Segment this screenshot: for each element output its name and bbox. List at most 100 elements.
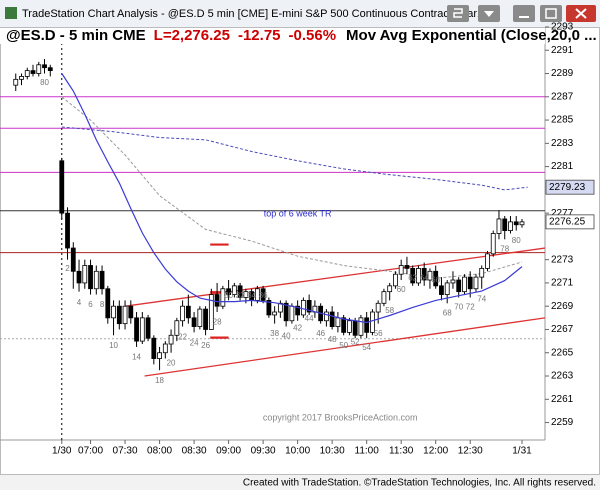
candle-body bbox=[513, 221, 519, 226]
x-tick-label: 09:00 bbox=[216, 446, 241, 457]
last-price: L=2,276.25 bbox=[154, 27, 230, 44]
dropdown-icon bbox=[484, 11, 494, 17]
candle-body bbox=[456, 279, 462, 293]
candle-body bbox=[226, 288, 232, 295]
candle-body bbox=[65, 212, 70, 249]
annotation: copyright 2017 BrooksPriceAction.com bbox=[263, 412, 418, 422]
change-pct: -0.56% bbox=[289, 27, 337, 44]
candle-body bbox=[410, 267, 416, 284]
x-tick-label: 10:00 bbox=[285, 446, 310, 457]
app-icon bbox=[5, 7, 17, 19]
y-tick-label: 2289 bbox=[551, 68, 574, 79]
bar-number: 4 bbox=[77, 298, 82, 307]
bar-number: 2 bbox=[65, 264, 70, 273]
maximize-icon bbox=[545, 8, 557, 19]
candle-body bbox=[335, 317, 341, 327]
candle-body bbox=[404, 265, 410, 269]
candle-body bbox=[502, 218, 508, 231]
footer-bg bbox=[0, 475, 600, 490]
minimize-button[interactable] bbox=[513, 5, 535, 22]
bar-number: 72 bbox=[466, 302, 475, 311]
candle-body bbox=[116, 305, 122, 325]
candle-body bbox=[93, 270, 99, 290]
x-tick-label: 11:00 bbox=[355, 446, 380, 457]
candle-body bbox=[208, 294, 214, 330]
channel-line bbox=[124, 247, 545, 307]
x-tick-label: 08:00 bbox=[147, 446, 172, 457]
bar-number: 20 bbox=[167, 358, 176, 367]
x-tick-label: 09:30 bbox=[251, 446, 276, 457]
bar-number: 36 bbox=[259, 291, 268, 300]
bar-number: 26 bbox=[201, 341, 210, 350]
candle-body bbox=[88, 265, 93, 290]
candle-body bbox=[508, 221, 513, 231]
bar-number: 10 bbox=[109, 341, 118, 350]
indicator-name: Mov Avg Exponential (Close,20,0 ... bbox=[346, 27, 597, 44]
y-tick-label: 2291 bbox=[551, 45, 574, 56]
y-tick-label: 2283 bbox=[551, 138, 574, 149]
maximize-button[interactable] bbox=[540, 5, 562, 22]
candle-body bbox=[358, 317, 364, 336]
candle-body bbox=[260, 288, 266, 301]
x-tick-label: 12:30 bbox=[458, 446, 483, 457]
candle-body bbox=[393, 273, 398, 287]
y-tick-label: 2281 bbox=[551, 161, 574, 172]
bar-number: 68 bbox=[443, 308, 452, 317]
chart-title: @ES.D - 5 min CME bbox=[6, 27, 146, 44]
candle-body bbox=[151, 337, 157, 359]
bar-number: 8 bbox=[100, 300, 105, 309]
candle-body bbox=[203, 308, 208, 330]
candle-body bbox=[174, 320, 180, 336]
bar-number: 50 bbox=[339, 341, 348, 350]
x-tick-label: 1/31 bbox=[512, 446, 532, 457]
bar-number: 40 bbox=[282, 332, 291, 341]
channel-line bbox=[144, 317, 545, 377]
candle-body bbox=[220, 288, 226, 307]
price-tag-label: 2276.25 bbox=[549, 216, 586, 227]
candle-body bbox=[347, 320, 352, 333]
candle-body bbox=[352, 320, 358, 336]
bar-number: 56 bbox=[374, 329, 383, 338]
bar-number: 70 bbox=[454, 302, 463, 311]
window-buttons[interactable] bbox=[447, 5, 596, 22]
candle-body bbox=[479, 267, 485, 278]
candle-body bbox=[289, 305, 295, 322]
y-tick-label: 2259 bbox=[551, 417, 574, 428]
bar-number: 58 bbox=[385, 306, 394, 315]
candle-body bbox=[191, 317, 197, 327]
candle-body bbox=[375, 302, 381, 313]
candle-body bbox=[13, 78, 19, 86]
bar-number: 18 bbox=[155, 376, 164, 385]
bar-number: 74 bbox=[477, 294, 486, 303]
x-tick-label: 1/30 bbox=[52, 446, 72, 457]
bar-number: 38 bbox=[270, 329, 279, 338]
y-tick-label: 2285 bbox=[551, 115, 574, 126]
candle-body bbox=[82, 265, 88, 284]
bar-number: 60 bbox=[397, 285, 406, 294]
x-tick-label: 07:00 bbox=[78, 446, 103, 457]
candle-body bbox=[473, 276, 479, 290]
close-icon bbox=[575, 8, 587, 19]
bar-number: 52 bbox=[351, 337, 360, 346]
annotation: top of 6 week TR bbox=[264, 209, 332, 219]
candle-body bbox=[76, 270, 82, 284]
bar-number: 64 bbox=[420, 273, 429, 282]
bar-number: 6 bbox=[88, 300, 93, 309]
candle-body bbox=[450, 279, 456, 284]
candle-body bbox=[519, 221, 525, 226]
candle-body bbox=[416, 267, 421, 284]
x-tick-label: 08:30 bbox=[182, 446, 207, 457]
bar-number: 32 bbox=[236, 291, 245, 300]
candle-body bbox=[36, 64, 42, 74]
ema-line bbox=[61, 73, 523, 324]
change: -12.75 bbox=[238, 27, 281, 44]
bar-number: 42 bbox=[293, 323, 302, 332]
candle-body bbox=[128, 305, 134, 319]
bar-number: 34 bbox=[247, 291, 256, 300]
candle-body bbox=[30, 70, 36, 74]
candle-body bbox=[111, 305, 116, 319]
y-tick-label: 2261 bbox=[551, 394, 574, 405]
candle-body bbox=[381, 291, 387, 304]
